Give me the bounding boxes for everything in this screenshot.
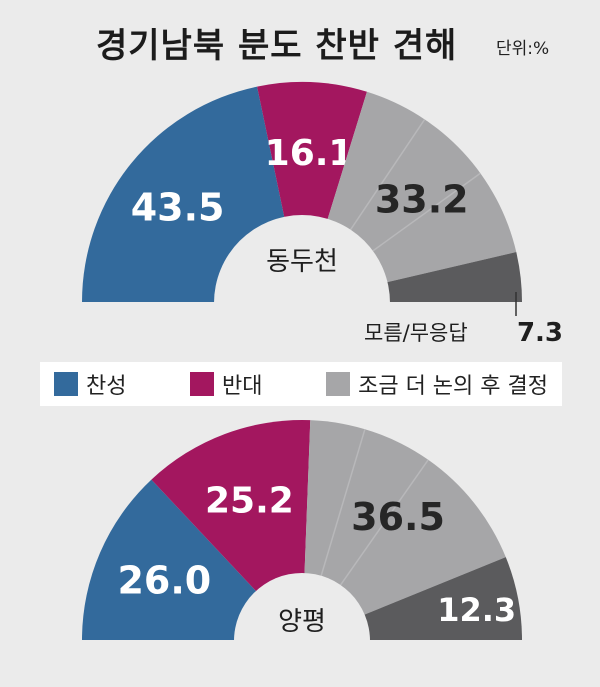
data-label-unknown-0: 7.3 <box>517 318 563 348</box>
legend: 찬성 반대 조금 더 논의 후 결정 <box>40 362 562 406</box>
chart-title: 경기남북 분도 찬반 견해 <box>96 26 458 66</box>
region-label-1: 양평 <box>278 607 326 637</box>
legend-swatch-discuss <box>326 372 351 396</box>
data-label-favor-1: 26.0 <box>117 558 211 602</box>
region-label-0: 동두천 <box>266 247 338 277</box>
legend-item-oppose: 반대 <box>190 368 263 400</box>
data-label-favor-0: 43.5 <box>131 185 225 229</box>
data-label-discuss-1: 36.5 <box>351 495 445 539</box>
slice-favor-1 <box>82 479 302 640</box>
slice-oppose-0 <box>257 81 367 302</box>
legend-label-oppose: 반대 <box>222 374 263 399</box>
legend-swatch-oppose <box>190 372 215 396</box>
legend-label-discuss: 조금 더 논의 후 결정 <box>358 374 548 399</box>
legend-swatch-favor <box>54 372 78 396</box>
data-label-discuss-0: 33.2 <box>375 178 469 222</box>
data-label-unknown-1: 12.3 <box>437 591 516 629</box>
legend-item-favor: 찬성 <box>54 368 126 400</box>
legend-label-favor: 찬성 <box>86 374 127 399</box>
data-label-oppose-1: 25.2 <box>205 481 294 522</box>
data-label-oppose-0: 16.1 <box>265 133 354 174</box>
legend-item-discuss: 조금 더 논의 후 결정 <box>326 368 548 400</box>
donut-hole-0 <box>214 215 390 303</box>
slice-discuss-1 <box>302 420 506 640</box>
donut-hole-1 <box>234 573 370 641</box>
unit-label: 단위:% <box>496 39 550 59</box>
unknown-category-label: 모름/무응답 <box>364 321 468 345</box>
